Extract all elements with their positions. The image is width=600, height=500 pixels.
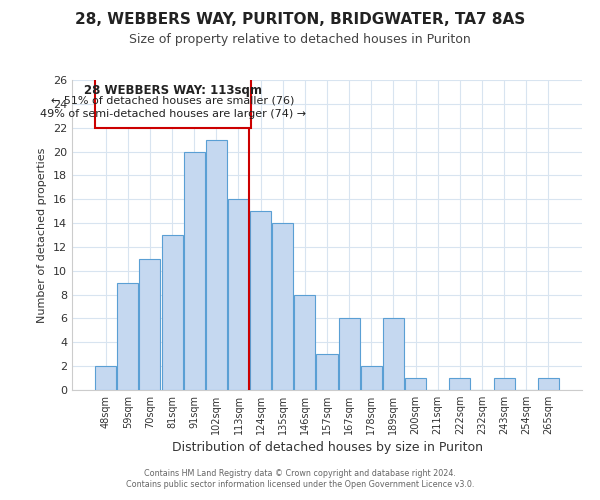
Bar [405,378,426,390]
Bar [206,140,227,390]
Bar [316,354,338,390]
Bar [338,318,359,390]
Text: 28, WEBBERS WAY, PURITON, BRIDGWATER, TA7 8AS: 28, WEBBERS WAY, PURITON, BRIDGWATER, TA… [75,12,525,28]
Text: ← 51% of detached houses are smaller (76): ← 51% of detached houses are smaller (76… [51,96,295,106]
Bar [538,378,559,390]
Text: 28 WEBBERS WAY: 113sqm: 28 WEBBERS WAY: 113sqm [83,84,262,96]
Bar [494,378,515,390]
Bar [295,294,316,390]
Bar [361,366,382,390]
Text: Size of property relative to detached houses in Puriton: Size of property relative to detached ho… [129,32,471,46]
Text: 49% of semi-detached houses are larger (74) →: 49% of semi-detached houses are larger (… [40,108,306,118]
Text: Contains public sector information licensed under the Open Government Licence v3: Contains public sector information licen… [126,480,474,489]
Bar [139,259,160,390]
X-axis label: Distribution of detached houses by size in Puriton: Distribution of detached houses by size … [172,442,482,454]
Bar [184,152,205,390]
Bar [161,235,182,390]
Text: Contains HM Land Registry data © Crown copyright and database right 2024.: Contains HM Land Registry data © Crown c… [144,468,456,477]
Y-axis label: Number of detached properties: Number of detached properties [37,148,47,322]
Bar [118,282,139,390]
Bar [95,366,116,390]
Bar [250,211,271,390]
FancyBboxPatch shape [95,78,251,128]
Bar [383,318,404,390]
Bar [449,378,470,390]
Bar [228,199,249,390]
Bar [272,223,293,390]
